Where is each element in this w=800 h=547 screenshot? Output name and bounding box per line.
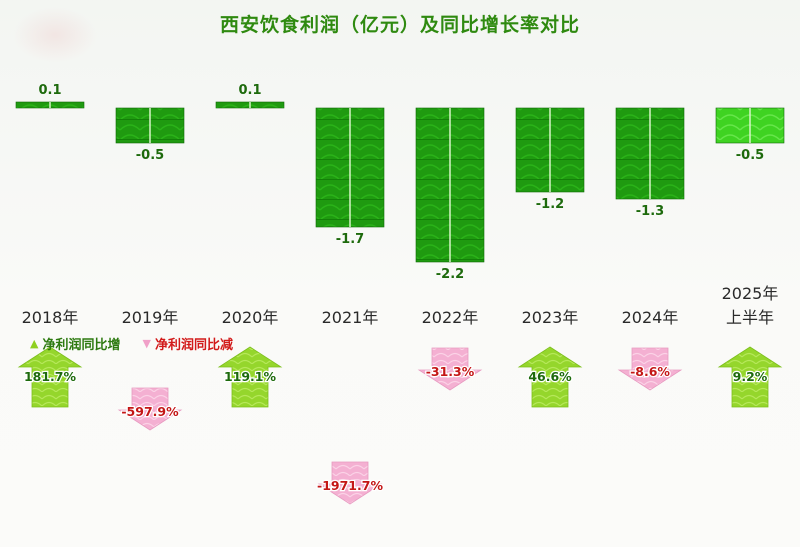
growth-arrow-2 bbox=[217, 346, 283, 408]
category-label-0: 2018年 bbox=[22, 308, 79, 327]
value-label-1: -0.5 bbox=[136, 148, 164, 163]
category-label-3: 2021年 bbox=[322, 308, 379, 327]
growth-arrow-7 bbox=[717, 346, 783, 408]
growth-arrow-1 bbox=[117, 387, 183, 431]
category-label-7-1: 上半年 bbox=[726, 308, 774, 327]
chart-title: 西安饮食利润（亿元）及同比增长率对比 bbox=[219, 14, 580, 36]
legend: ▲ 净利润同比增 ▼ 净利润同比减 bbox=[30, 334, 233, 353]
value-label-0: 0.1 bbox=[38, 83, 61, 98]
growth-label-1: -597.9% bbox=[121, 404, 179, 419]
growth-label-4: -31.3% bbox=[426, 364, 475, 379]
category-label-5: 2023年 bbox=[522, 308, 579, 327]
growth-arrow-5 bbox=[517, 346, 583, 408]
value-label-2: 0.1 bbox=[238, 83, 261, 98]
category-label-2: 2020年 bbox=[222, 308, 279, 327]
category-label-1: 2019年 bbox=[122, 308, 179, 327]
legend-label-decrease: 净利润同比减 bbox=[154, 338, 233, 353]
legend-item-increase: ▲ 净利润同比增 bbox=[30, 334, 120, 353]
growth-arrow-0 bbox=[17, 346, 83, 408]
growth-label-7: 9.2% bbox=[733, 369, 768, 384]
growth-arrow-4 bbox=[417, 347, 483, 391]
value-label-7: -0.5 bbox=[736, 148, 764, 163]
category-label-7-0: 2025年 bbox=[722, 284, 779, 303]
value-label-4: -2.2 bbox=[436, 267, 464, 282]
growth-arrow-3 bbox=[317, 461, 383, 505]
up-arrow-icon: ▲ bbox=[30, 337, 39, 350]
category-label-4: 2022年 bbox=[422, 308, 479, 327]
growth-label-5: 46.6% bbox=[528, 369, 572, 384]
growth-label-2: 119.1% bbox=[224, 369, 277, 384]
value-label-5: -1.2 bbox=[536, 197, 564, 212]
growth-arrow-6 bbox=[617, 347, 683, 391]
growth-label-3: -1971.7% bbox=[317, 478, 383, 493]
legend-item-decrease: ▼ 净利润同比减 bbox=[142, 334, 232, 353]
down-arrow-icon: ▼ bbox=[142, 337, 151, 350]
value-label-6: -1.3 bbox=[636, 204, 664, 219]
legend-label-increase: 净利润同比增 bbox=[42, 338, 121, 353]
growth-label-0: 181.7% bbox=[24, 369, 77, 384]
category-label-6: 2024年 bbox=[622, 308, 679, 327]
growth-label-6: -8.6% bbox=[630, 364, 670, 379]
value-label-3: -1.7 bbox=[336, 232, 364, 247]
